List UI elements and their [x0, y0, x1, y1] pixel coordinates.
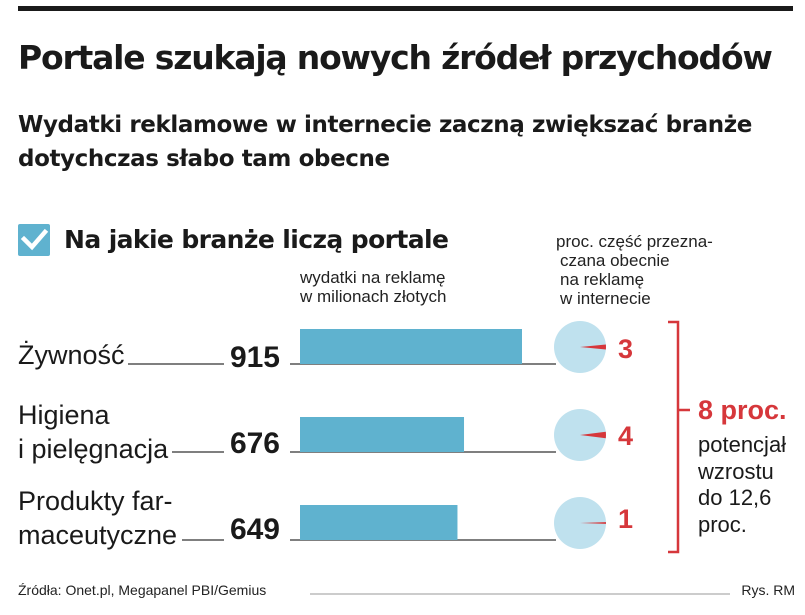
- top-rule: [18, 6, 793, 11]
- value-label-hygiene: 676: [229, 427, 280, 460]
- total-note-line: wzrostu: [698, 458, 774, 484]
- section-title: Na jakie branże liczą portale: [64, 225, 449, 254]
- chart-title: Portale szukają nowych źródeł przychodów: [18, 38, 773, 77]
- percent-circles: [554, 321, 606, 549]
- category-label-line: Żywność: [18, 340, 125, 370]
- check-icon: [18, 224, 50, 256]
- total-note-line: do 12,6: [698, 485, 772, 510]
- source-note: Źródła: Onet.pl, Megapanel PBI/Gemius: [18, 582, 267, 598]
- category-label-pharma: Produkty far- maceutyczne: [18, 484, 177, 552]
- percent-label-pharma: 1: [618, 504, 634, 534]
- credit-note: Rys. RM: [741, 582, 795, 598]
- category-label-line: i pielęgnacja: [18, 434, 169, 464]
- value-label-pharma: 649: [229, 513, 280, 546]
- percent-caption-line: na reklamę: [560, 270, 645, 289]
- bar-caption-line: w milionach złotych: [300, 287, 447, 306]
- category-label-line: Higiena: [18, 400, 110, 430]
- category-label-hygiene: Higiena i pielęgnacja: [18, 398, 168, 466]
- total-note-line: proc.: [698, 511, 747, 537]
- percent-caption-line: w internecie: [560, 289, 651, 308]
- bar-caption: wydatki na reklamę w milionach złotych: [300, 268, 446, 306]
- value-label-food: 915: [229, 341, 280, 374]
- chart-subtitle: Wydatki reklamowe w internecie zaczną zw…: [18, 112, 752, 172]
- category-label-line: maceutyczne: [18, 520, 178, 550]
- percent-label-food: 3: [618, 334, 634, 364]
- total-note-line: potencjał: [698, 432, 787, 457]
- total-note: potencjał wzrostu do 12,6 proc.: [698, 432, 786, 538]
- percent-caption-line: czana obecnie: [560, 251, 670, 270]
- bars: [300, 329, 522, 540]
- percent-slice: [580, 431, 606, 439]
- bar: [300, 329, 522, 364]
- percent-caption: proc. część przezna- czana obecnie na re…: [556, 232, 713, 308]
- percent-slice: [580, 522, 606, 524]
- category-label-food: Żywność: [18, 338, 125, 372]
- category-label-line: Produkty far-: [18, 486, 173, 516]
- percent-slice: [580, 344, 606, 350]
- percent-caption-line: proc. część przezna-: [556, 232, 713, 251]
- percent-label-hygiene: 4: [618, 421, 634, 451]
- total-value: 8 proc.: [698, 395, 787, 425]
- bar: [300, 505, 458, 540]
- total-bracket: [668, 320, 690, 554]
- bar-caption-line: wydatki na reklamę: [300, 268, 446, 287]
- bar: [300, 417, 465, 452]
